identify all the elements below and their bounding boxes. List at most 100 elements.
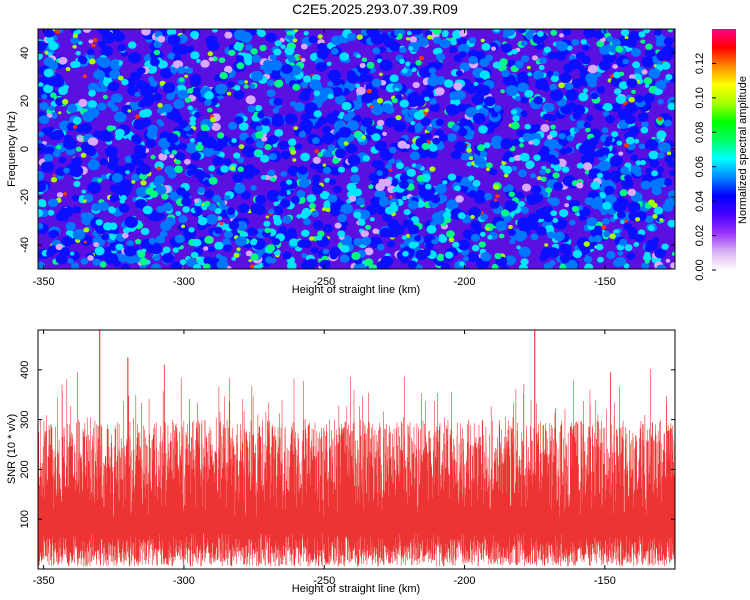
heatmap-cell [139,257,148,266]
heatmap-cell [78,98,88,107]
heatmap-cell [353,238,363,246]
heatmap-cell [298,55,302,59]
heatmap-cell [525,160,535,169]
heatmap-cell [313,110,322,118]
heatmap-cell [86,48,95,56]
heatmap-cell [317,34,323,39]
heatmap-cell [527,72,533,77]
heatmap-cell [38,170,45,181]
heatmap-cell [339,52,350,61]
heatmap-cell [62,192,68,196]
heatmap-cell [316,235,323,241]
heatmap-cell [267,169,276,177]
heatmap-cell [443,79,454,88]
heatmap-cell [602,52,616,64]
heatmap-cell [267,79,275,87]
heatmap-cell [195,144,204,152]
heatmap-cell [648,68,661,79]
heatmap-cell [539,57,547,65]
heatmap-cell [72,229,86,240]
heatmap-cell [436,253,445,262]
heatmap-cell [571,39,580,46]
heatmap-cell [208,203,217,211]
heatmap-cell [115,243,124,251]
heatmap-cell [263,220,271,227]
heatmap-cell [325,207,331,213]
colorbar-tick-label: 0.02 [694,225,706,246]
heatmap-cell [569,260,577,266]
heatmap-cell [317,230,325,237]
heatmap-cell [197,186,205,194]
heatmap-cell [407,125,417,133]
heatmap-cell [125,170,130,175]
heatmap-cell [71,194,80,202]
heatmap-cell [215,83,228,95]
heatmap-cell [657,116,663,121]
heatmap-cell [361,57,367,62]
heatmap-cell [131,134,141,143]
heatmap-cell [630,154,639,162]
heatmap-cell [72,206,82,214]
heatmap-cell [315,61,328,72]
heatmap-cell [181,197,192,207]
heatmap-cell [338,126,352,138]
chart-title: C2E5.2025.293.07.39.R09 [292,1,458,17]
heatmap-cell [547,134,553,140]
heatmap-cell [40,161,55,173]
heatmap-cell [176,66,186,75]
heatmap-cell [552,172,560,179]
heatmap-cell [255,131,264,139]
heatmap-cell [617,251,624,256]
heatmap-cell [427,76,440,87]
heatmap-cell [55,243,63,251]
heatmap-cell [155,185,167,195]
heatmap-cell [255,125,263,132]
heatmap-cell [207,246,215,253]
heatmap-cell [351,252,361,260]
heatmap-cell [500,89,505,94]
heatmap-cell [99,261,107,268]
heatmap-cell [468,190,477,198]
y-tick-label: 20 [19,95,31,107]
heatmap-x-axis-label: Height of straight line (km) [292,284,420,296]
heatmap-cell [153,178,163,187]
heatmap-cell [309,202,316,209]
heatmap-cell [644,251,651,258]
heatmap-cell [56,192,64,198]
heatmap-cell [347,154,361,166]
heatmap-cell [652,214,658,219]
heatmap-cell [458,43,470,55]
heatmap-cell [408,46,414,51]
heatmap-cell [515,95,521,102]
heatmap-cell [233,43,242,51]
heatmap-cell [141,29,151,36]
heatmap-cell [408,224,420,235]
heatmap-cell [602,218,610,225]
heatmap-cell [259,124,270,134]
heatmap-cell [629,74,636,80]
heatmap-cell [66,103,78,113]
heatmap-cell [48,230,59,239]
heatmap-cell [236,62,245,70]
heatmap-cell [189,116,197,122]
heatmap-cell [624,114,636,125]
heatmap-cell [191,87,203,97]
heatmap-cell [605,115,615,124]
heatmap-cell [603,230,611,238]
heatmap-cell [397,140,407,149]
heatmap-cell [584,197,595,206]
heatmap-cell [177,89,189,100]
heatmap-cell [576,182,584,189]
heatmap-cell [429,166,436,172]
x-tick-label: -350 [33,575,55,587]
heatmap-cell [232,172,244,183]
heatmap-cell [376,119,385,127]
heatmap-cell [208,177,218,185]
heatmap-cell [233,152,241,159]
heatmap-cell [479,231,486,237]
heatmap-cell [353,211,362,219]
heatmap-cell [376,243,385,251]
heatmap-cell [264,144,272,151]
heatmap-cell [385,163,393,170]
